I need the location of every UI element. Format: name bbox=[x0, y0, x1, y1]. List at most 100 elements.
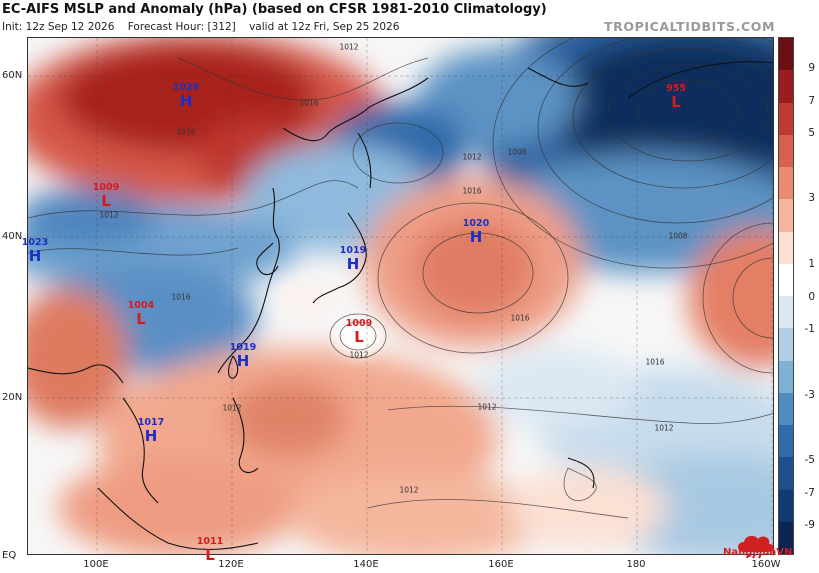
lon-tick: 120E bbox=[218, 559, 244, 570]
lat-tick: 60N bbox=[2, 70, 23, 81]
anomaly-map bbox=[27, 37, 774, 555]
colorbar-label: -5 bbox=[804, 454, 815, 466]
colorbar-label: 1 bbox=[808, 258, 815, 270]
lat-tick: EQ bbox=[2, 550, 17, 561]
colorbar-label: 7 bbox=[808, 95, 815, 107]
high-center-marker: 1023 H bbox=[22, 238, 48, 264]
isobar-label: 1008 bbox=[507, 147, 527, 157]
colorbar-label: 5 bbox=[808, 127, 815, 139]
map-title: EC-AIFS MSLP and Anomaly (hPa) (based on… bbox=[2, 2, 547, 17]
isobars bbox=[28, 38, 773, 519]
colorbar-segment bbox=[779, 70, 793, 103]
pressure-value: 1009 bbox=[92, 182, 120, 193]
isobar-label: 1016 bbox=[645, 357, 665, 367]
colorbar-label: -1 bbox=[804, 323, 815, 335]
pressure-value: 1029 bbox=[172, 82, 200, 93]
forecast-info: Init: 12z Sep 12 2026 Forecast Hour: [31… bbox=[2, 21, 399, 33]
pressure-value: 1020 bbox=[462, 218, 490, 229]
pressure-type: L bbox=[354, 327, 364, 346]
isobar-label: 1012 bbox=[339, 42, 359, 52]
colorbar-label: -3 bbox=[804, 389, 815, 401]
pressure-type: L bbox=[136, 309, 146, 328]
pressure-value: 1009 bbox=[345, 318, 373, 329]
high-center-marker: 1017 H bbox=[138, 418, 164, 444]
isobar-label: 1016 bbox=[510, 313, 530, 323]
brand-watermark: TROPICALTIDBITS.COM bbox=[604, 19, 775, 34]
map-canvas bbox=[28, 38, 773, 554]
isobar-label: 1016 bbox=[171, 292, 191, 302]
low-center-marker: 955 L bbox=[666, 84, 686, 110]
lon-tick: 160W bbox=[751, 559, 781, 570]
anomaly-colorbar bbox=[778, 37, 794, 555]
coastlines bbox=[28, 61, 773, 550]
lat-tick: 40N bbox=[2, 231, 23, 242]
pressure-value: 1019 bbox=[339, 245, 367, 256]
isobar-label: 1012 bbox=[349, 350, 369, 360]
isobar-label: 1016 bbox=[462, 186, 482, 196]
isobar-label: 1012 bbox=[99, 210, 119, 220]
isobar-label: 1016 bbox=[299, 98, 319, 108]
pressure-type: H bbox=[144, 426, 158, 445]
graticule bbox=[28, 38, 773, 554]
pressure-type: L bbox=[205, 545, 215, 564]
colorbar-segment bbox=[779, 134, 793, 167]
colorbar-label: -7 bbox=[804, 487, 815, 499]
init-time: Init: 12z Sep 12 2026 bbox=[2, 21, 115, 33]
colorbar-segment bbox=[779, 167, 793, 200]
colorbar-label: 9 bbox=[808, 62, 815, 74]
high-center-marker: 1019 H bbox=[340, 246, 366, 272]
logo-text: NangMuaVN bbox=[723, 547, 793, 558]
low-center-marker: 1009 L bbox=[346, 319, 372, 345]
low-center-marker: 1009 L bbox=[93, 183, 119, 209]
pressure-value: 1011 bbox=[196, 536, 224, 547]
pressure-type: L bbox=[671, 92, 681, 111]
pressure-value: 1019 bbox=[229, 342, 257, 353]
valid-time: valid at 12z Fri, Sep 25 2026 bbox=[249, 21, 400, 33]
pressure-value: 1023 bbox=[21, 237, 49, 248]
isobar-label: 1012 bbox=[399, 485, 419, 495]
pressure-type: H bbox=[28, 246, 42, 265]
colorbar-segment bbox=[779, 425, 793, 458]
colorbar-segment bbox=[779, 392, 793, 425]
pressure-value: 955 bbox=[666, 83, 686, 94]
pressure-type: L bbox=[101, 191, 111, 210]
colorbar-segment bbox=[779, 489, 793, 522]
isobar-label: 1012 bbox=[222, 403, 242, 413]
colorbar-segment bbox=[779, 102, 793, 135]
low-center-marker: 1004 L bbox=[128, 301, 154, 327]
colorbar-segment bbox=[779, 457, 793, 490]
pressure-type: H bbox=[469, 227, 483, 246]
colorbar-segment bbox=[779, 199, 793, 232]
colorbar-label: -9 bbox=[804, 519, 815, 531]
forecast-hour: Forecast Hour: [312] bbox=[127, 21, 236, 33]
high-center-marker: 1020 H bbox=[463, 219, 489, 245]
lat-tick: 20N bbox=[2, 392, 23, 403]
colorbar-segment bbox=[779, 231, 793, 264]
high-center-marker: 1029 H bbox=[173, 83, 199, 109]
colorbar-segment bbox=[779, 296, 793, 329]
lon-tick: 140E bbox=[353, 559, 379, 570]
pressure-type: H bbox=[179, 91, 193, 110]
isobar-label: 1012 bbox=[462, 152, 482, 162]
isobar-label: 1016 bbox=[176, 127, 196, 137]
isobar-label: 1012 bbox=[477, 402, 497, 412]
colorbar-label: 3 bbox=[808, 192, 815, 204]
pressure-type: H bbox=[346, 254, 360, 273]
colorbar-segment bbox=[779, 328, 793, 361]
high-center-marker: 1019 H bbox=[230, 343, 256, 369]
pressure-value: 1004 bbox=[127, 300, 155, 311]
colorbar-segment bbox=[779, 38, 793, 71]
pressure-value: 1017 bbox=[137, 417, 165, 428]
low-center-marker: 1011 L bbox=[197, 537, 223, 563]
lon-tick: 160E bbox=[488, 559, 514, 570]
colorbar-segment bbox=[779, 263, 793, 296]
cloud-rain-logo-icon bbox=[738, 535, 775, 559]
isobar-label: 1008 bbox=[668, 231, 688, 241]
lon-tick: 180 bbox=[626, 559, 646, 570]
colorbar-segment bbox=[779, 360, 793, 393]
pressure-type: H bbox=[236, 351, 250, 370]
colorbar-label: 0 bbox=[808, 291, 815, 303]
lon-tick: 100E bbox=[83, 559, 109, 570]
colorbar-segment bbox=[779, 521, 793, 554]
isobar-label: 1012 bbox=[654, 423, 674, 433]
